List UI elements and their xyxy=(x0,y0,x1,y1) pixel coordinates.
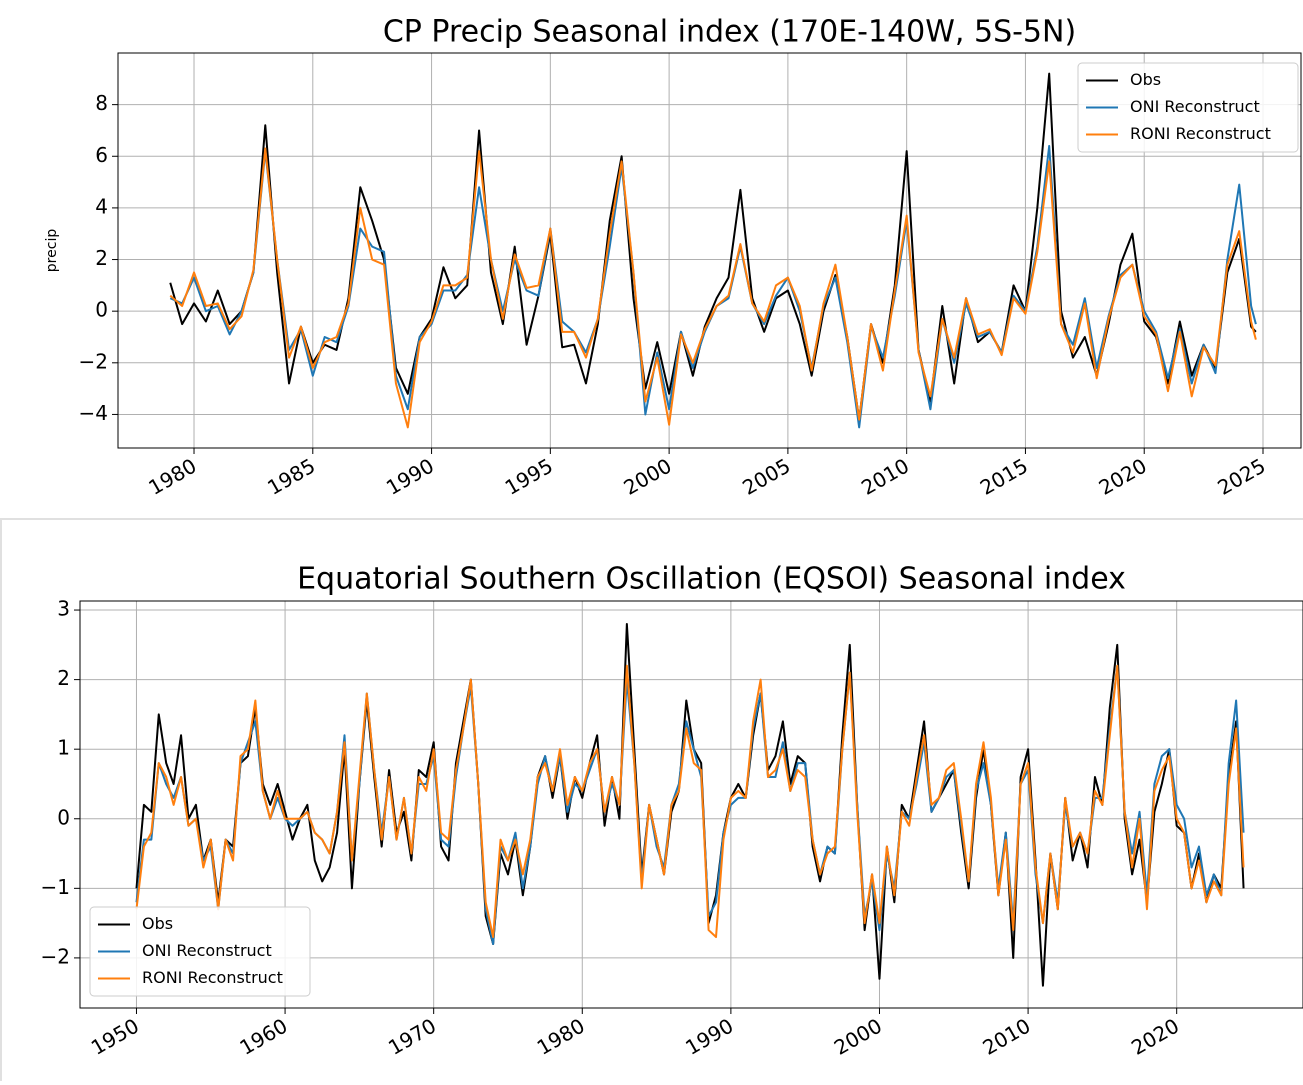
y-tick-label: 4 xyxy=(95,194,108,218)
legend: Obs ONI Reconstruct RONI Reconstruct xyxy=(1077,62,1299,153)
plot-area xyxy=(169,72,1257,429)
y-tick-label: −1 xyxy=(41,875,70,899)
y-axis-label: precip xyxy=(44,229,60,273)
y-tick-label: 0 xyxy=(57,805,70,829)
legend: Obs ONI Reconstruct RONI Reconstruct xyxy=(89,906,311,997)
y-tick-label: −4 xyxy=(79,401,108,425)
y-tick-label: 3 xyxy=(57,597,70,621)
legend-box xyxy=(89,906,311,997)
y-tick-label: 6 xyxy=(95,143,108,167)
legend-label: Obs xyxy=(142,914,173,933)
y-tick-label: 2 xyxy=(95,246,108,270)
axes-frame xyxy=(117,52,1302,449)
legend-box xyxy=(1077,62,1299,153)
y-tick-label: 0 xyxy=(95,298,108,322)
legend-label: RONI Reconstruct xyxy=(142,968,283,987)
series-line xyxy=(169,147,1257,429)
series-line xyxy=(169,72,1257,421)
y-tick-label: −2 xyxy=(41,944,70,968)
legend-label: ONI Reconstruct xyxy=(1130,97,1260,116)
legend-label: RONI Reconstruct xyxy=(1130,124,1271,143)
legend-label: ONI Reconstruct xyxy=(142,941,272,960)
series-line xyxy=(135,664,1245,939)
plot-area xyxy=(135,622,1245,987)
y-tick-label: 8 xyxy=(95,91,108,115)
y-tick-label: 1 xyxy=(57,736,70,760)
y-tick-label: 2 xyxy=(57,666,70,690)
axes-frame xyxy=(79,600,1303,1009)
y-tick-label: −2 xyxy=(79,349,108,373)
chart-title: CP Precip Seasonal index (170E-140W, 5S-… xyxy=(383,15,1076,50)
chart-title: Equatorial Southern Oscillation (EQSOI) … xyxy=(297,562,1126,597)
legend-label: Obs xyxy=(1130,70,1161,89)
